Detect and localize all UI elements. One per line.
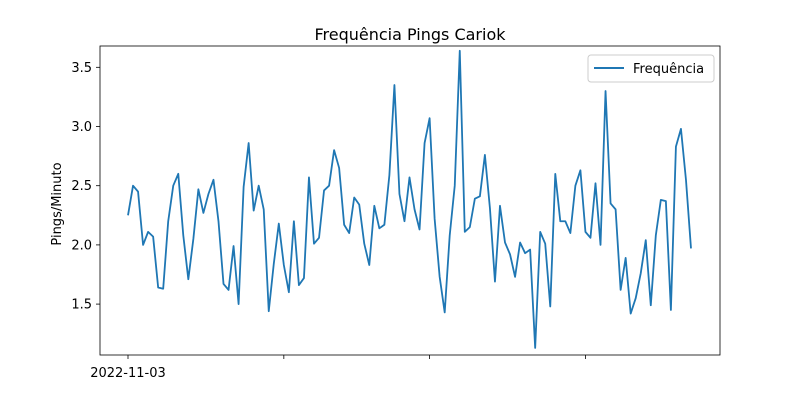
chart-title: Frequência Pings Cariok: [314, 25, 506, 44]
y-tick-label: 3.5: [71, 61, 92, 76]
y-tick-label: 1.5: [71, 298, 92, 313]
y-axis: 1.5 2.0 2.5 3.0 3.5: [71, 61, 100, 313]
legend: Frequência: [587, 54, 715, 83]
x-tick-label: 2022-11-03: [90, 366, 166, 381]
y-tick-label: 2.0: [71, 238, 92, 253]
y-tick-label: 3.0: [71, 120, 92, 135]
y-tick-label: 2.5: [71, 179, 92, 194]
legend-label-frequencia: Frequência: [633, 62, 704, 77]
plot-border: [99, 45, 721, 356]
series-layer: [127, 49, 692, 349]
x-axis: 2022-11-03: [90, 355, 586, 381]
y-axis-label: Pings/Minuto: [50, 162, 65, 245]
legend-box: [587, 54, 715, 83]
series-line-frequencia: [127, 49, 692, 349]
plot-frame: [99, 45, 721, 356]
